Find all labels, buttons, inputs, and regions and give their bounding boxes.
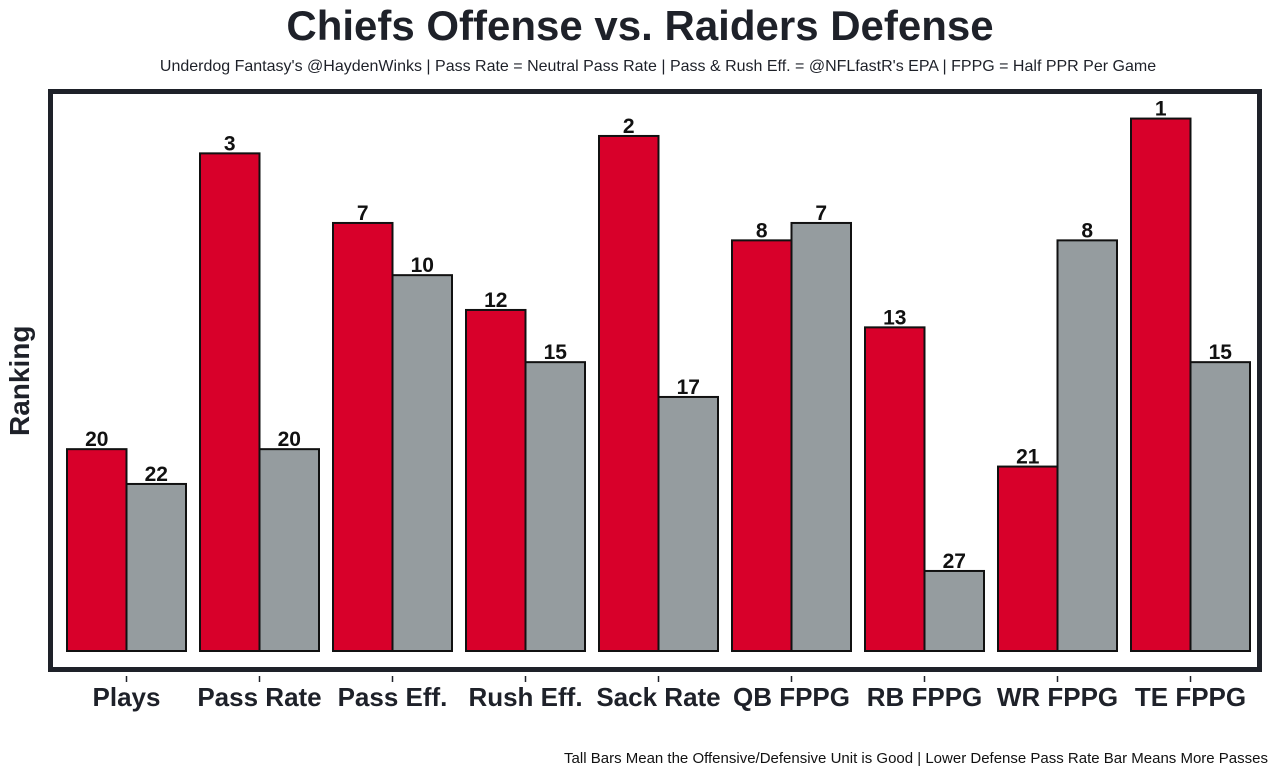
- data-label: 7: [815, 202, 827, 225]
- bar-defense-7: [1056, 239, 1118, 653]
- bar-defense-8: [1189, 361, 1251, 652]
- bar-offense-3: [465, 308, 527, 652]
- plot-frame: [48, 89, 1262, 672]
- data-label: 21: [1016, 446, 1040, 469]
- bar-defense-0: [125, 482, 187, 652]
- x-tick-label: Sack Rate: [596, 682, 720, 712]
- data-label: 27: [943, 550, 966, 573]
- data-label: 8: [1081, 219, 1093, 242]
- data-label: 22: [145, 463, 168, 486]
- x-tick-label: Rush Eff.: [468, 682, 582, 712]
- bar-offense-7: [997, 465, 1059, 652]
- bar-defense-2: [391, 274, 453, 652]
- chart-subtitle: Underdog Fantasy's @HaydenWinks | Pass R…: [159, 58, 1157, 75]
- chart-caption: Tall Bars Mean the Offensive/Defensive U…: [564, 750, 1268, 767]
- bar-offense-1: [199, 152, 261, 653]
- bar-offense-0: [66, 448, 128, 652]
- data-label: 20: [278, 428, 301, 451]
- data-label: 17: [677, 376, 700, 399]
- bar-offense-6: [864, 326, 926, 652]
- data-label: 3: [224, 132, 236, 155]
- x-tick-label: Plays: [93, 682, 161, 712]
- data-label: 20: [85, 428, 108, 451]
- x-tick-label: Pass Rate: [197, 682, 321, 712]
- data-label: 15: [1209, 341, 1233, 364]
- data-label: 10: [411, 254, 434, 277]
- x-tick-label: Pass Eff.: [338, 682, 448, 712]
- bar-defense-1: [258, 448, 320, 652]
- data-label: 12: [484, 289, 507, 312]
- bar-offense-4: [598, 134, 660, 652]
- chart-title: Chiefs Offense vs. Raiders Defense: [286, 2, 994, 49]
- bar-defense-6: [923, 569, 985, 653]
- data-label: 1: [1155, 98, 1167, 121]
- data-label: 7: [357, 202, 369, 225]
- data-label: 15: [544, 341, 568, 364]
- bar-offense-2: [332, 221, 394, 653]
- x-tick-label: TE FPPG: [1135, 682, 1246, 712]
- x-tick-label: RB FPPG: [867, 682, 983, 712]
- x-tick-label: QB FPPG: [733, 682, 850, 712]
- x-tick-label: WR FPPG: [997, 682, 1118, 712]
- bar-defense-5: [790, 221, 852, 653]
- bar-defense-3: [524, 361, 586, 652]
- data-label: 8: [756, 219, 768, 242]
- bar-defense-4: [657, 395, 719, 652]
- data-label: 2: [623, 115, 635, 138]
- data-label: 13: [883, 306, 906, 329]
- bar-offense-5: [731, 239, 793, 653]
- bar-offense-8: [1130, 117, 1192, 652]
